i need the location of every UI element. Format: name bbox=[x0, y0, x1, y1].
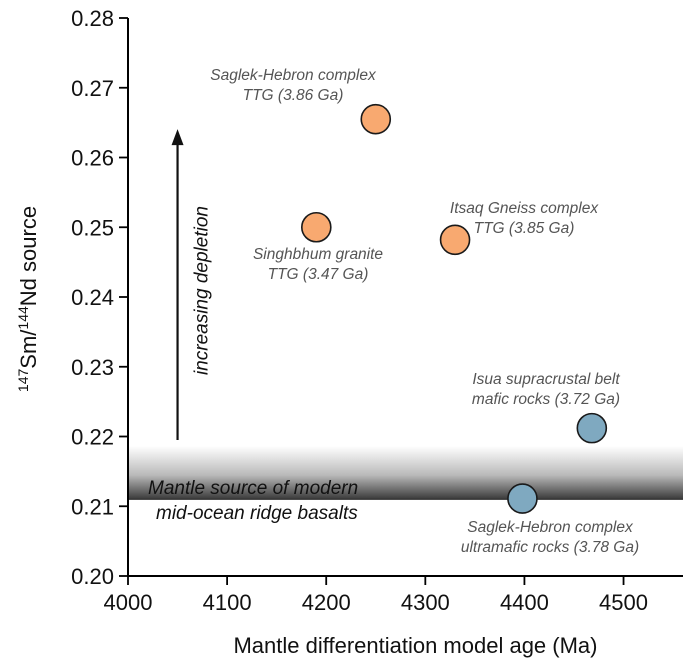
y-tick-label: 0.20 bbox=[71, 564, 114, 589]
data-point bbox=[576, 412, 608, 444]
point-label-line: mafic rocks (3.72 Ga) bbox=[472, 391, 620, 408]
point-label-line: TTG (3.47 Ga) bbox=[268, 266, 369, 283]
x-tick-label: 4400 bbox=[500, 590, 549, 615]
data-point bbox=[439, 224, 471, 256]
arrow-label: increasing depletion bbox=[192, 206, 213, 375]
y-tick-label: 0.22 bbox=[71, 425, 114, 450]
band-label-line: mid-ocean ridge basalts bbox=[156, 503, 358, 524]
point-label-line: TTG (3.85 Ga) bbox=[474, 220, 575, 237]
band-fill bbox=[128, 445, 683, 500]
point-label: Itsaq Gneiss complex TTG (3.85 Ga) bbox=[450, 200, 599, 237]
point-label-line: TTG (3.86 Ga) bbox=[243, 87, 344, 104]
y-tick-label: 0.26 bbox=[71, 146, 114, 171]
depletion-arrow: increasing depletion bbox=[171, 129, 213, 440]
y-axis-title-sup2: 144 bbox=[15, 306, 31, 330]
point-label: Singhbhum granite TTG (3.47 Ga) bbox=[253, 246, 383, 283]
x-tick-label: 4100 bbox=[203, 590, 252, 615]
y-tick-label: 0.27 bbox=[71, 76, 114, 101]
y-axis-title-sup1: 147 bbox=[15, 368, 31, 392]
y-tick-label: 0.25 bbox=[71, 215, 114, 240]
data-points bbox=[301, 103, 608, 514]
x-axis-title: Mantle differentiation model age (Ma) bbox=[233, 633, 597, 658]
arrow-head bbox=[171, 129, 184, 146]
band-label-line: Mantle source of modern bbox=[148, 478, 358, 499]
point-label-line: Saglek-Hebron complex bbox=[210, 67, 377, 84]
data-point bbox=[360, 103, 392, 135]
data-point bbox=[301, 211, 332, 243]
y-tick-label: 0.28 bbox=[71, 6, 114, 31]
y-tick-label: 0.21 bbox=[71, 494, 114, 519]
y-tick-label: 0.23 bbox=[71, 355, 114, 380]
y-axis-title-part2: Nd source bbox=[16, 206, 41, 306]
point-label-line: Isua supracrustal belt bbox=[472, 371, 620, 388]
point-label-line: Singhbhum granite bbox=[253, 246, 383, 263]
point-label-line: ultramafic rocks (3.78 Ga) bbox=[461, 539, 639, 556]
point-label-line: Saglek-Hebron complex bbox=[467, 519, 634, 536]
mor-basalt-band bbox=[128, 445, 683, 500]
x-tick-label: 4500 bbox=[599, 590, 648, 615]
y-axis-title-text: 147Sm/144Nd source bbox=[15, 206, 41, 392]
point-label: Saglek-Hebron complex TTG (3.86 Ga) bbox=[210, 67, 377, 104]
y-axis-title-part1: Sm/ bbox=[16, 329, 41, 369]
point-labels: Saglek-Hebron complex TTG (3.86 Ga) Singhb… bbox=[148, 67, 639, 556]
point-label: Isua supracrustal belt mafic rocks (3.72 … bbox=[472, 371, 620, 408]
x-tick-label: 4300 bbox=[401, 590, 450, 615]
y-axis-title: 147Sm/144Nd source bbox=[15, 206, 41, 392]
data-point bbox=[507, 483, 538, 514]
ticks: 0.20 0.21 0.22 0.23 0.24 0.25 0.26 0.27 0.28 4000… bbox=[71, 6, 648, 615]
point-label: Saglek-Hebron complex ultramafic rocks (3… bbox=[461, 519, 639, 556]
point-label-line: Itsaq Gneiss complex bbox=[450, 200, 599, 217]
y-tick-label: 0.24 bbox=[71, 285, 114, 310]
x-tick-label: 4000 bbox=[104, 590, 153, 615]
band-label: Mantle source of modern mid-ocean ridge b… bbox=[148, 478, 358, 524]
x-tick-label: 4200 bbox=[302, 590, 351, 615]
